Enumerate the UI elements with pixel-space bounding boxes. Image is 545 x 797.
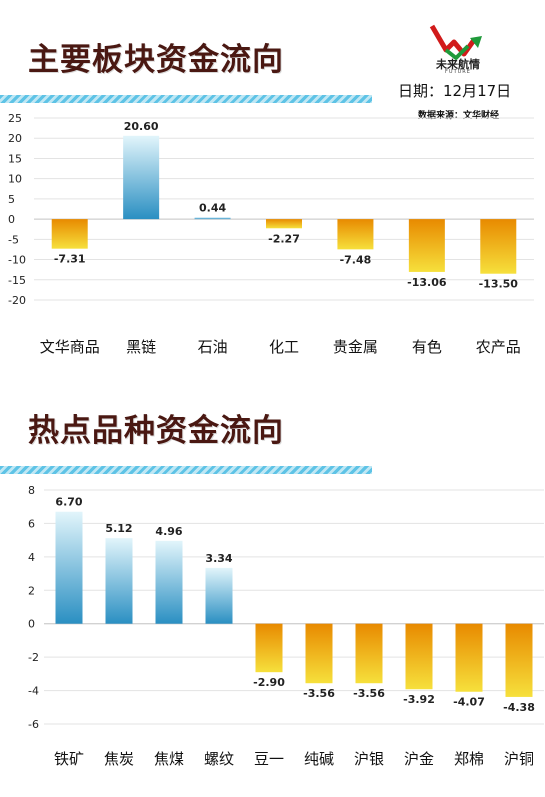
y-tick-label: 10: [8, 173, 22, 186]
y-tick-label: 4: [28, 551, 35, 564]
category-label: 有色: [412, 338, 442, 356]
data-label: -3.56: [303, 687, 335, 700]
sector-flow-chart: 25 20 15 10 5 0 -5 -10 -15 -20 -7.31 文华商品 20.60 黑链 0.4…: [8, 112, 534, 356]
y-tick-label: 5: [8, 193, 15, 206]
data-label: 0.44: [199, 201, 226, 214]
data-label: -2.90: [253, 676, 285, 689]
bar: [337, 219, 374, 250]
y-tick-label: -20: [8, 294, 26, 307]
data-label: 3.34: [205, 552, 232, 565]
bar: [255, 623, 283, 673]
data-label: 5.12: [105, 522, 132, 535]
y-tick-label: 0: [28, 618, 35, 631]
category-label: 郑棉: [454, 750, 484, 768]
y-tick-label: -5: [8, 233, 19, 246]
bar: [405, 623, 433, 690]
data-label: -13.06: [407, 276, 447, 289]
y-tick-label: -10: [8, 254, 26, 267]
category-label: 纯碱: [304, 750, 334, 768]
y-tick-label: 15: [8, 152, 22, 165]
category-label: 铁矿: [54, 750, 84, 768]
bar: [205, 567, 233, 624]
source-label: 数据来源：文华财经: [418, 111, 500, 121]
category-label: 农产品: [476, 338, 521, 356]
brand-subtitle: FUTURE: [445, 69, 471, 75]
category-label: 沪铜: [504, 750, 534, 768]
category-label: 沪银: [354, 750, 384, 768]
title-stripe-2: [0, 466, 372, 474]
chart2-title: 热点品种资金流向: [28, 413, 284, 449]
hot-variety-flow-chart: 8 6 4 2 0 -2 -4 -6 6.70 铁矿 5.12 焦炭 4.96 焦煤 3.34 螺纹 -2.90…: [28, 484, 544, 768]
category-label: 豆一: [254, 750, 284, 768]
y-tick-label: 8: [28, 484, 35, 497]
data-label: 20.60: [124, 120, 159, 133]
bar: [455, 623, 483, 692]
data-label: 4.96: [155, 525, 182, 538]
category-label: 焦炭: [104, 750, 134, 768]
data-label: -13.50: [479, 278, 519, 291]
category-label: 文华商品: [40, 338, 100, 356]
category-label: 化工: [269, 338, 299, 356]
data-label: -4.07: [453, 696, 485, 709]
y-tick-label: 20: [8, 132, 22, 145]
category-label: 沪金: [404, 750, 434, 768]
y-tick-label: -4: [28, 685, 39, 698]
y-tick-label: -15: [8, 274, 26, 287]
y-tick-label: 2: [28, 584, 35, 597]
bar: [480, 219, 517, 274]
category-label: 贵金属: [333, 338, 378, 356]
y-tick-label: -6: [28, 718, 39, 731]
logo-icon: [429, 24, 482, 60]
chart1-title: 主要板块资金流向: [28, 42, 284, 78]
bar: [408, 219, 445, 272]
category-label: 石油: [198, 338, 228, 356]
category-label: 螺纹: [204, 750, 234, 768]
bar: [194, 217, 231, 220]
title-stripe-1: [0, 95, 372, 103]
bar: [55, 511, 83, 624]
y-tick-label: -2: [28, 651, 39, 664]
data-label: -7.31: [54, 253, 86, 266]
bar: [155, 540, 183, 624]
bar: [266, 219, 302, 229]
category-label: 黑链: [126, 338, 156, 356]
brand-name: 未来航情: [436, 58, 480, 71]
data-label: -4.38: [503, 701, 535, 714]
date-label: 日期：12月17日: [398, 82, 512, 100]
data-label: -7.48: [340, 253, 372, 266]
bar: [105, 538, 133, 624]
data-label: -3.92: [403, 693, 435, 706]
data-label: -3.56: [353, 687, 385, 700]
data-label: -2.27: [268, 232, 300, 245]
y-tick-label: 25: [8, 112, 22, 125]
bar: [505, 623, 533, 697]
bar: [51, 219, 88, 249]
y-tick-label: 0: [8, 213, 15, 226]
category-label: 焦煤: [154, 750, 184, 768]
bar: [355, 623, 383, 684]
bar: [123, 135, 160, 220]
y-tick-label: 6: [28, 517, 35, 530]
bar: [305, 623, 333, 684]
data-label: 6.70: [55, 496, 82, 509]
